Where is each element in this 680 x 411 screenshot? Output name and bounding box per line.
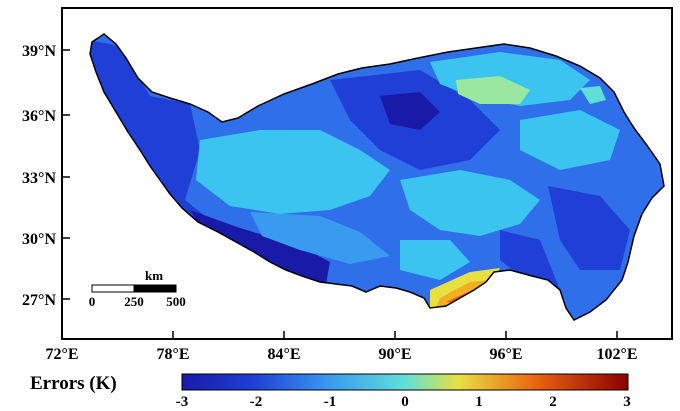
scale-label-0: 0 bbox=[89, 294, 96, 309]
lat-tick-label: 27°N bbox=[22, 292, 56, 309]
longitude-axis: 72°E 78°E 84°E 90°E 96°E 102°E bbox=[45, 331, 638, 363]
lon-tick-label: 72°E bbox=[45, 346, 78, 363]
lat-tick-label: 36°N bbox=[22, 108, 56, 125]
lon-tick-label: 84°E bbox=[267, 346, 300, 363]
scale-unit: km bbox=[145, 268, 163, 283]
lon-tick-label: 90°E bbox=[378, 346, 411, 363]
scale-segment-white bbox=[91, 284, 135, 293]
cyan-southwest bbox=[250, 212, 390, 264]
colorbar-tick-label: 1 bbox=[475, 394, 483, 410]
lon-tick-label: 96°E bbox=[489, 346, 522, 363]
scale-segment-black bbox=[133, 284, 177, 293]
cyan-south bbox=[400, 240, 470, 280]
scale-label-500: 500 bbox=[166, 294, 186, 309]
dark-east-south bbox=[500, 230, 560, 290]
colorbar-title: Errors (K) bbox=[30, 373, 117, 394]
dark-blue-west bbox=[90, 40, 330, 290]
cyan-center bbox=[400, 170, 540, 236]
scale-bar: km 0 250 500 bbox=[89, 268, 186, 309]
lat-tick-label: 33°N bbox=[22, 170, 56, 187]
colorbar-gradient bbox=[181, 373, 629, 391]
darkest-north-center bbox=[380, 92, 440, 130]
cyan-east bbox=[520, 110, 620, 170]
colorbar-tick-label: 3 bbox=[623, 394, 631, 410]
latitude-axis: 39°N 36°N 33°N 30°N 27°N bbox=[22, 43, 70, 309]
green-north bbox=[456, 76, 530, 104]
lon-tick-label: 102°E bbox=[596, 346, 637, 363]
cyan-west-central bbox=[196, 130, 390, 214]
colorbar-tick-label: 0 bbox=[401, 394, 409, 410]
teal-north-east bbox=[580, 86, 606, 104]
lon-tick-label: 78°E bbox=[156, 346, 189, 363]
colorbar-tick-label: -1 bbox=[324, 394, 337, 410]
scale-label-250: 250 bbox=[124, 294, 144, 309]
lat-tick-label: 39°N bbox=[22, 43, 56, 60]
colorbar-tick-label: 2 bbox=[549, 394, 557, 410]
colorbar: Errors (K) -3 -2 -1 0 1 2 3 bbox=[30, 373, 631, 410]
colorbar-tick-label: -3 bbox=[176, 394, 189, 410]
colorbar-tick-label: -2 bbox=[250, 394, 263, 410]
lat-tick-label: 30°N bbox=[22, 231, 56, 248]
darkest-southwest bbox=[190, 210, 330, 284]
dark-east bbox=[548, 186, 630, 270]
